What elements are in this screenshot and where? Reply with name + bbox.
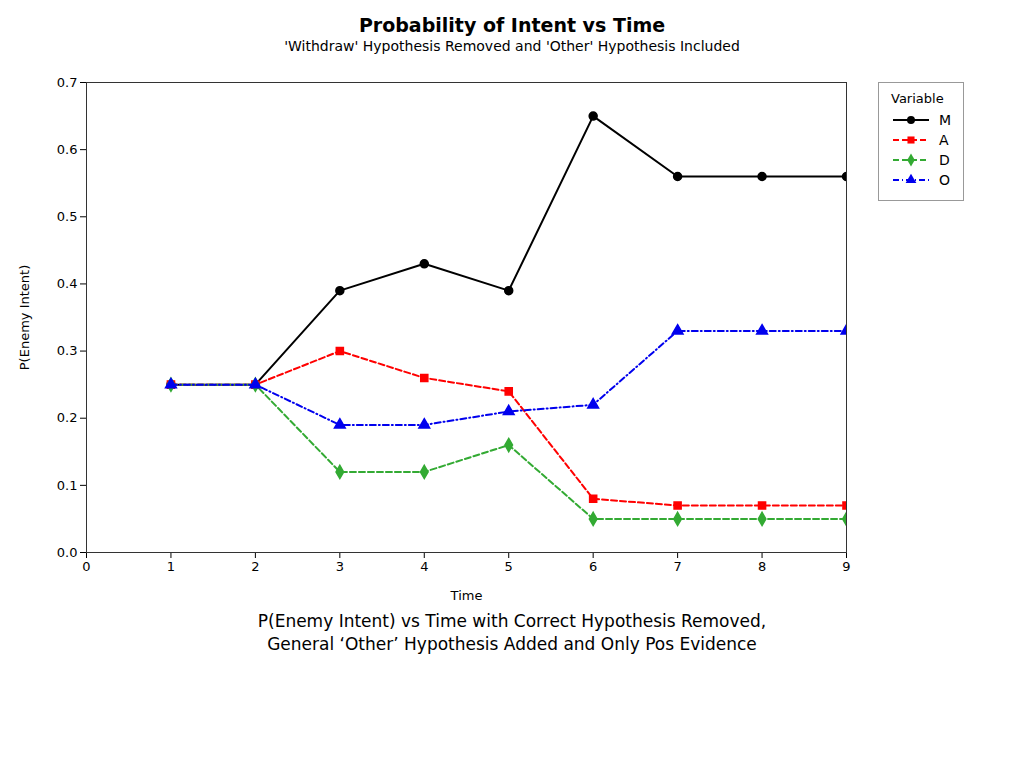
svg-text:0.4: 0.4 [57,276,78,291]
svg-text:7: 7 [673,559,681,574]
html-text:Variable: Variable [891,91,944,106]
svg-text:3: 3 [336,559,344,574]
svg-text:4: 4 [420,559,428,574]
svg-text:8: 8 [758,559,766,574]
html-text:A: A [939,132,949,148]
svg-text:0.7: 0.7 [57,75,78,90]
svg-text:2: 2 [251,559,259,574]
svg-text:P(Enemy Intent): P(Enemy Intent) [17,265,32,370]
svg-text:Time: Time [450,588,483,603]
svg-text:6: 6 [589,559,597,574]
html-text:'Withdraw' Hypothesis Removed: 'Withdraw' Hypothesis Removed and 'Other… [284,38,740,54]
svg-text:5: 5 [505,559,513,574]
html-text:General ‘Other’ Hypothesis Add: General ‘Other’ Hypothesis Added and Onl… [267,633,757,654]
html-text:P(Enemy Intent) vs Time with C: P(Enemy Intent) vs Time with Correct Hyp… [257,611,767,631]
html-text:Probability of Intent vs Time: Probability of Intent vs Time [358,14,666,36]
svg-text:0.1: 0.1 [57,478,78,493]
svg-text:1: 1 [167,559,175,574]
html-text:D: D [939,152,950,168]
html-text:M: M [939,112,952,128]
svg-text:0.2: 0.2 [57,410,78,425]
svg-text:9: 9 [842,559,850,574]
svg-text:0.6: 0.6 [57,142,78,157]
svg-text:0.5: 0.5 [57,209,78,224]
svg-text:0: 0 [82,559,90,574]
svg-text:0.3: 0.3 [57,343,78,358]
svg-text:0.0: 0.0 [57,545,78,560]
html-text:O: O [939,172,950,188]
